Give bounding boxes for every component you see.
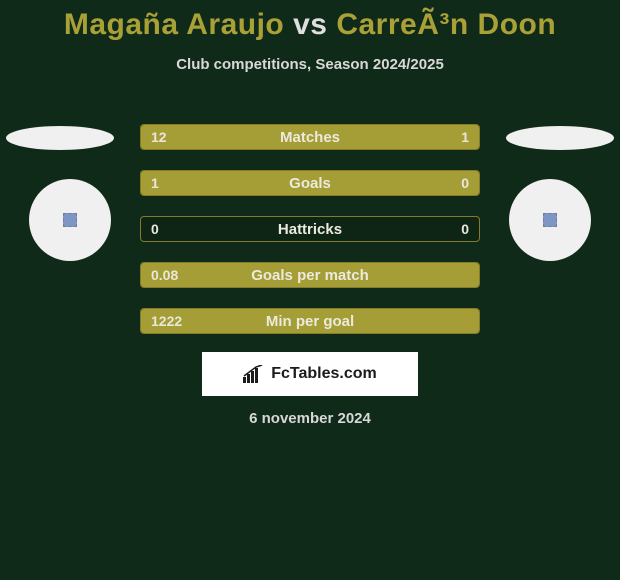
placeholder-icon — [63, 213, 77, 227]
date-text: 6 november 2024 — [0, 410, 620, 427]
player1-badge — [29, 179, 111, 261]
stat-row: 00Hattricks — [140, 216, 480, 242]
vs-word: vs — [293, 8, 327, 41]
placeholder-icon — [543, 213, 557, 227]
stat-row: 121Matches — [140, 124, 480, 150]
stat-label: Goals per match — [141, 263, 479, 287]
stat-row: 0.08Goals per match — [140, 262, 480, 288]
stat-row: 1222Min per goal — [140, 308, 480, 334]
brand-text: FcTables.com — [271, 365, 377, 383]
player1-name: Magaña Araujo — [64, 8, 284, 41]
stat-row: 10Goals — [140, 170, 480, 196]
stat-label: Min per goal — [141, 309, 479, 333]
player2-badge — [509, 179, 591, 261]
chart-icon — [243, 365, 265, 383]
stat-label: Hattricks — [141, 217, 479, 241]
player2-ellipse — [506, 126, 614, 150]
player2-name: CarreÃ³n Doon — [336, 8, 556, 41]
stats-container: 121Matches 10Goals 00Hattricks 0.08Goals pe… — [140, 124, 480, 354]
stat-label: Goals — [141, 171, 479, 195]
brand-banner[interactable]: FcTables.com — [202, 352, 418, 396]
stat-label: Matches — [141, 125, 479, 149]
page-title: Magaña Araujo vs CarreÃ³n Doon — [0, 0, 620, 42]
subtitle: Club competitions, Season 2024/2025 — [0, 56, 620, 73]
player1-ellipse — [6, 126, 114, 150]
